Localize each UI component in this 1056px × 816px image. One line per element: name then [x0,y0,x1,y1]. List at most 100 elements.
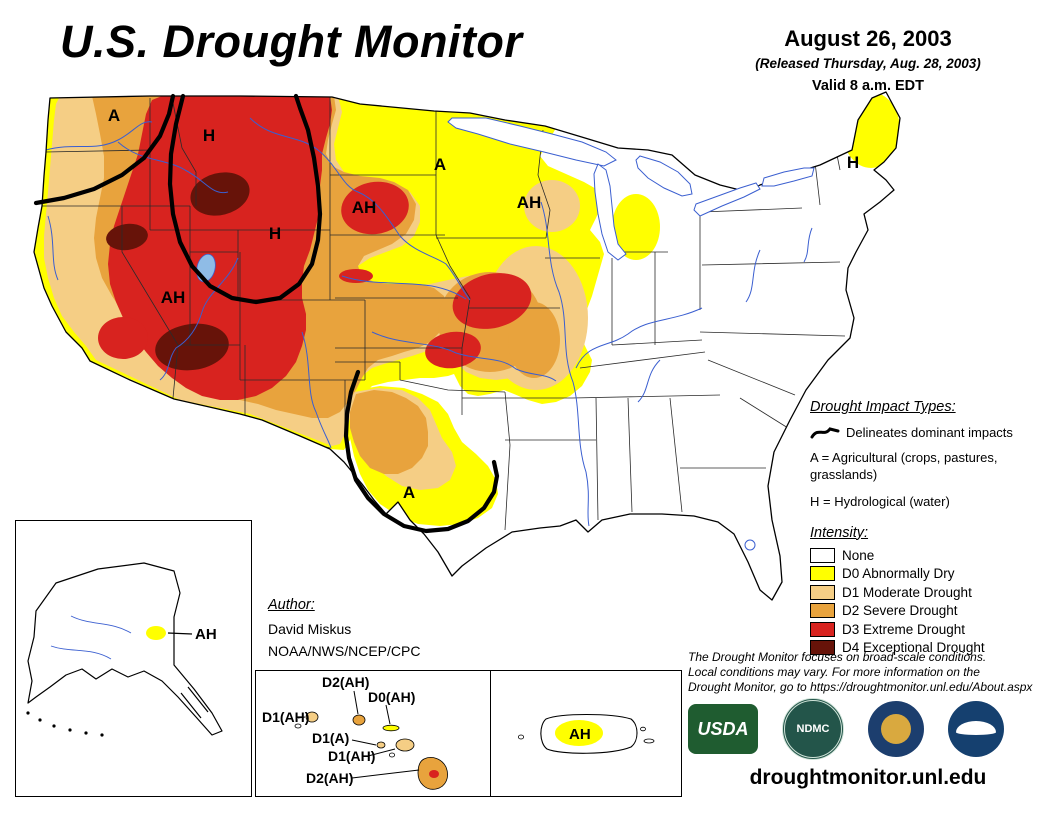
impact-label-nv: AH [161,288,186,307]
state-borders [40,97,846,531]
impact-boundary-southplains [343,369,500,534]
hi-label-2: D1(AH) [262,709,309,725]
hi-label-0: D2(AH) [322,674,369,690]
island-niihau [294,723,302,729]
pr-impact-label: AH [569,726,591,743]
legend-swatch-none [810,547,835,563]
impact-labels: A H H AH AH A AH A H [108,106,859,502]
panhandle-islands [180,686,209,719]
impact-boundaries [33,93,500,534]
legend-swatch-d2 [810,603,835,619]
legend-row-d1: D1 Moderate Drought [810,584,1050,600]
legend-row-d3: D3 Extreme Drought [810,621,1050,637]
hi-label-3: D1(A) [312,730,349,746]
legend-swatch-d3 [810,621,835,637]
hi-pointer-6 [351,769,420,779]
legend-row-d0: D0 Abnormally Dry [810,566,1050,582]
ndmc-logo: NDMC [782,698,844,760]
impact-boundary-northwest [33,93,176,206]
puerto-rico-map: AH [517,713,655,754]
lake-michigan [593,163,627,261]
page-title: U.S. Drought Monitor [60,16,523,67]
island-hawaii-d3-core [429,770,439,778]
pr-island-mona [517,734,524,740]
alaska-impact-label: AH [195,626,217,643]
hi-pointer-2 [385,704,391,725]
pr-island-vieques [643,738,655,744]
valid-time: Valid 8 a.m. EDT [811,78,924,94]
lake-erie [693,182,761,217]
hawaii-inset: D2(AH) D0(AH) D1(AH) D1(A) D1(AH) D2(AH) [255,670,492,797]
author-block: Author: David Miskus NOAA/NWS/NCEP/CPC [268,596,420,659]
rivers [45,117,813,527]
intensity-heading: Intensity: [810,524,869,541]
pr-d0-region [555,720,603,746]
legend-row-d4: D4 Exceptional Drought [810,640,1050,656]
lake-ontario [761,167,815,187]
author-org: NOAA/NWS/NCEP/CPC [268,643,421,659]
pr-island-culebra [640,726,646,732]
island-molokai [382,724,400,732]
impact-label-wi: AH [517,193,542,212]
commerce-seal-logo [868,701,924,757]
island-oahu [352,714,366,726]
noaa-logo [948,701,1004,757]
hi-pointer-4 [351,739,377,746]
impact-boundary-rockies [167,93,323,305]
delineates-row: Delineates dominant impacts [810,424,1050,440]
impact-label-id: H [203,126,215,145]
hi-label-5: D2(AH) [306,770,353,786]
hi-pointer-1 [353,690,359,715]
alaska-inset: AH [15,520,252,797]
hi-pointer-5 [367,748,396,757]
legend-row-d2: D2 Severe Drought [810,603,1050,619]
lake-okeechobee [744,539,756,551]
noaa-gull-icon [956,721,996,735]
d3-regions [98,96,532,400]
agency-logos: USDA NDMC [688,698,1048,760]
delineates-label: Delineates dominant impacts [846,424,1013,440]
hawaii-map: D2(AH) D0(AH) D1(AH) D1(A) D1(AH) D2(AH) [262,674,448,790]
author-name: David Miskus [268,621,352,637]
legend-swatch-d1 [810,584,835,600]
alaska-map: AH [26,562,223,737]
island-maui [395,738,415,752]
impact-label-me: H [847,153,859,172]
usda-logo: USDA [688,704,758,754]
impact-types-panel: Drought Impact Types: Delineates dominan… [810,398,1050,659]
impact-label-tx: A [403,483,415,502]
aleutian-islands [26,711,104,737]
date-block: August 26, 2003 (Released Thursday, Aug.… [718,26,1018,94]
legend-row-none: None [810,547,1050,563]
disclaimer-note: The Drought Monitor focuses on broad-sca… [688,650,1033,694]
hi-pointer-3 [297,716,306,719]
hi-label-1: D0(AH) [368,689,415,705]
intensity-legend: None D0 Abnormally Dry D1 Moderate Droug… [810,547,1050,656]
impact-label-wy: H [269,224,281,243]
legend-swatch-d4 [810,640,835,656]
island-kauai [305,711,319,723]
website-url: droughtmonitor.unl.edu [749,766,987,789]
hydrological-definition: H = Hydrological (water) [810,493,950,509]
impact-label-mn: A [434,155,446,174]
lake-huron [635,155,693,197]
alaska-rivers [50,615,132,660]
lake-superior [447,117,617,167]
hi-label-4: D1(AH) [328,748,375,764]
legend-swatch-d0 [810,566,835,582]
impact-types-heading: Drought Impact Types: [810,399,956,415]
d4-regions [106,172,250,371]
map-date: August 26, 2003 [784,26,952,51]
alaska-d0-region [146,626,166,640]
impact-line-icon [810,427,840,439]
great-lakes [447,117,815,261]
impact-label-sd: AH [352,198,377,217]
island-kahoolawe [388,752,395,758]
release-date: (Released Thursday, Aug. 28, 2003) [755,56,981,71]
agricultural-definition: A = Agricultural (crops, pastures, grass… [810,450,998,482]
alaska-land [27,562,223,736]
island-lanai [376,741,386,749]
alaska-label-pointer [167,632,193,635]
